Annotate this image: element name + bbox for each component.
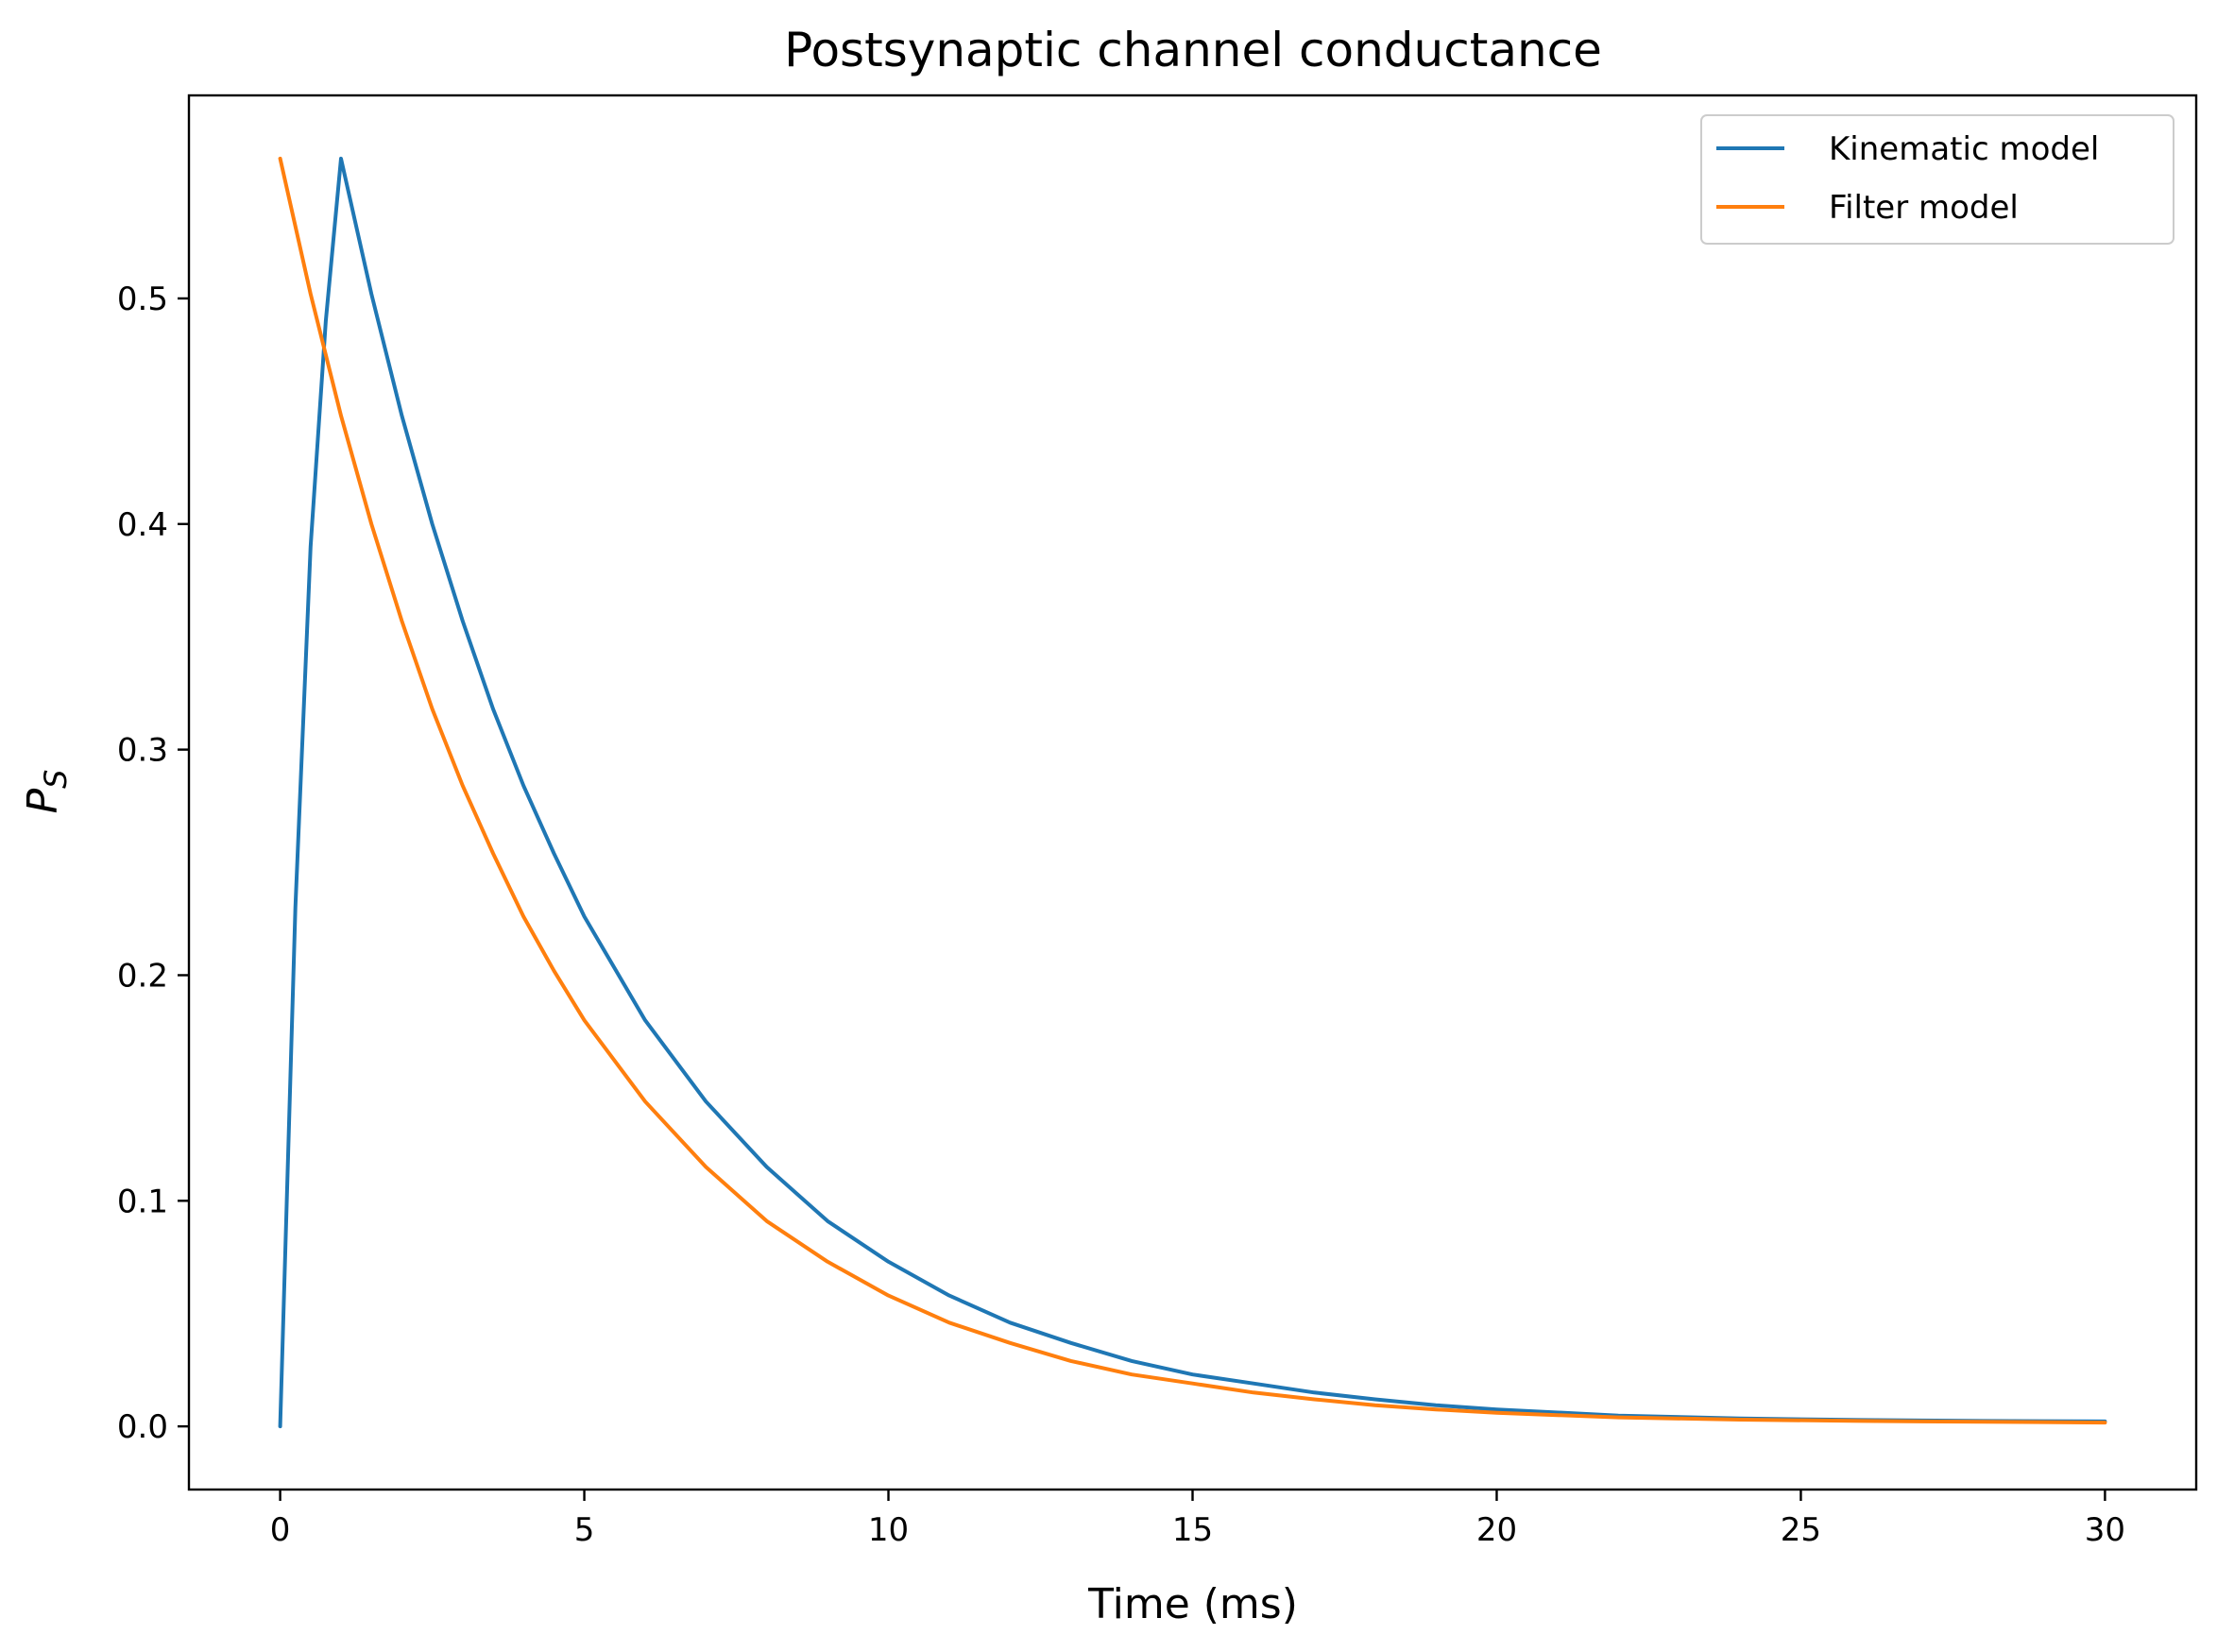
legend-box — [1700, 114, 2174, 245]
y-axis-label: PS — [19, 770, 74, 814]
x-tick-label: 10 — [868, 1511, 909, 1549]
x-tick-label: 5 — [574, 1511, 595, 1549]
y-axis-label-subscript: S — [38, 770, 74, 789]
y-tick-label: 0.3 — [117, 732, 168, 770]
x-tick-label: 15 — [1172, 1511, 1213, 1549]
legend: Kinematic model Filter model — [1700, 114, 2174, 245]
x-tick-label: 0 — [270, 1511, 291, 1549]
series-line-kinematic-model — [278, 156, 2107, 1429]
legend-label-filter-model: Filter model — [1829, 189, 2019, 227]
y-tick-label: 0.4 — [117, 506, 168, 544]
legend-label-kinematic-model: Kinematic model — [1829, 130, 2099, 168]
y-tick-label: 0.2 — [117, 957, 168, 995]
series-line-filter-model — [278, 156, 2107, 1425]
x-tick-label: 25 — [1781, 1511, 1821, 1549]
x-axis: 0 5 10 15 20 25 30 — [270, 1490, 2125, 1549]
series-layer — [278, 156, 2107, 1429]
x-tick-label: 20 — [1476, 1511, 1517, 1549]
y-axis-label-main: P — [19, 788, 67, 813]
y-tick-label: 0.5 — [117, 281, 168, 318]
y-axis: 0.0 0.1 0.2 0.3 0.4 0.5 — [117, 281, 189, 1446]
chart-title: Postsynaptic channel conductance — [784, 23, 1602, 77]
y-tick-label: 0.1 — [117, 1183, 168, 1220]
x-tick-label: 30 — [2085, 1511, 2125, 1549]
y-tick-label: 0.0 — [117, 1408, 168, 1446]
x-axis-label: Time (ms) — [1087, 1580, 1298, 1628]
